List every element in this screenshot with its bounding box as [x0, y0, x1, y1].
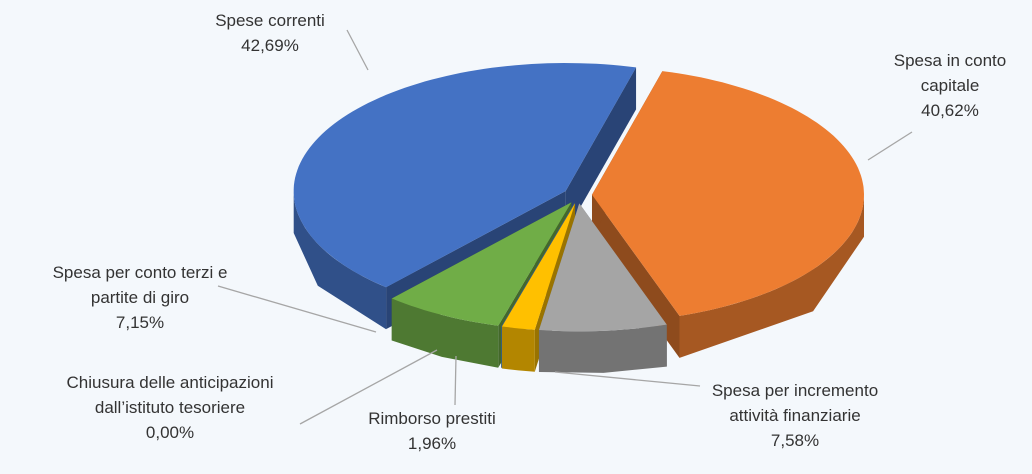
data-label: Spesa per incremento attività finanziari…	[690, 378, 900, 453]
slice-face	[565, 67, 637, 234]
category-label: Spesa per conto terzi e partite di giro	[52, 263, 228, 307]
leader-line	[346, 29, 369, 71]
category-label: Spese correnti	[215, 11, 325, 30]
slice	[293, 63, 637, 288]
data-label: Spesa in conto capitale 40,62%	[885, 48, 1015, 123]
value-label: 1,96%	[407, 434, 457, 453]
category-label: Chiusura delle anticipazioni dall’istitu…	[66, 373, 274, 417]
slice-side	[293, 191, 387, 330]
slice-side	[539, 324, 667, 373]
leader-line	[217, 285, 377, 333]
data-label: Spese correnti 42,69%	[170, 8, 370, 58]
slices	[293, 63, 864, 332]
slice	[539, 203, 667, 332]
value-label: 0,00%	[145, 423, 195, 442]
leader-line	[299, 349, 438, 425]
leader-line	[867, 131, 913, 161]
data-label: Rimborso prestiti 1,96%	[332, 406, 532, 456]
data-label: Spesa per conto terzi e partite di giro 7…	[40, 260, 240, 335]
value-label: 7,15%	[115, 313, 165, 332]
slice	[502, 203, 576, 330]
slice	[591, 71, 864, 316]
slice-side	[502, 326, 535, 372]
leaders	[217, 29, 913, 425]
value-label: 7,58%	[770, 431, 820, 450]
slice	[391, 202, 572, 326]
slice-side	[679, 194, 864, 358]
data-label: Chiusura delle anticipazioni dall’istitu…	[58, 370, 283, 445]
leader-line	[454, 355, 457, 406]
value-label: 42,69%	[241, 36, 299, 55]
category-label: Spesa per incremento attività finanziari…	[711, 381, 879, 425]
slice-side	[391, 298, 499, 368]
category-label: Rimborso prestiti	[368, 409, 496, 428]
value-label: 40,62%	[921, 101, 979, 120]
category-label: Spesa in conto capitale	[893, 51, 1007, 95]
leader-line	[554, 371, 701, 387]
